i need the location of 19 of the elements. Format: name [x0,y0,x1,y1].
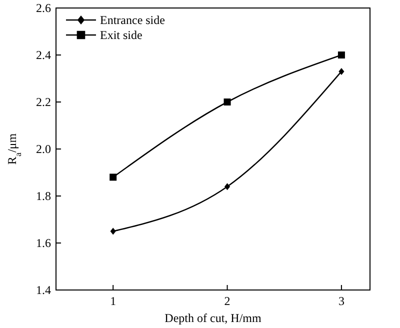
y-tick-label: 2.6 [36,1,51,15]
point [110,228,116,235]
point [338,52,345,58]
point [110,174,117,181]
x-tick-label: 2 [224,294,230,308]
x-tick-label: 1 [110,294,116,308]
legend-label: Entrance side [100,13,165,27]
y-tick-label: 1.8 [36,189,51,203]
y-tick-label: 2.2 [36,95,51,109]
x-tick-label: 3 [338,294,344,308]
y-tick-label: 2.4 [36,48,51,62]
point [224,98,231,106]
y-tick-label: 2.0 [36,142,51,156]
legend-label: Exit side [100,28,142,42]
y-tick-label: 1.4 [36,283,51,297]
point [338,68,344,75]
y-tick-label: 1.6 [36,236,51,250]
point [224,183,230,190]
x-axis-title: Depth of cut, H/mm [164,311,262,325]
